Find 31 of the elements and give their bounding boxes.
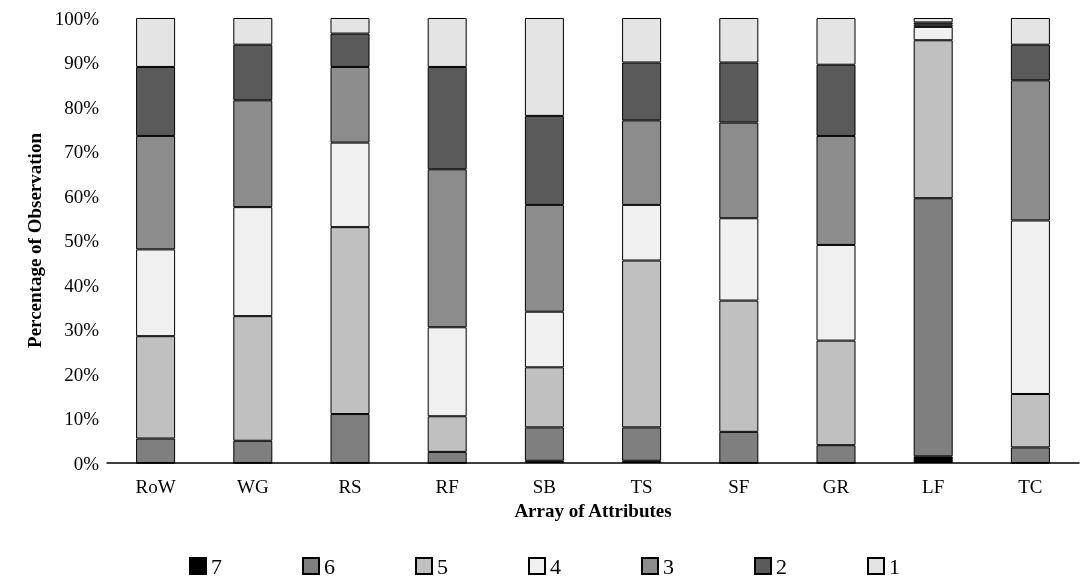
bar [913, 18, 953, 23]
legend-label: 6 [324, 553, 335, 579]
legend-label: 3 [663, 553, 674, 579]
y-tick-label: 50% [64, 230, 100, 251]
y-tick-label: 60% [64, 185, 100, 207]
legend-label: 5 [437, 553, 448, 579]
legend-label: 2 [776, 553, 787, 579]
y-axis-title: Percentage of Observation [23, 132, 45, 348]
x-tick-label: RS [338, 476, 362, 497]
y-tick-label: 80% [64, 96, 100, 118]
x-tick-label: GR [822, 476, 850, 497]
x-tick-label: TC [1018, 476, 1043, 497]
y-tick-label: 90% [64, 52, 100, 73]
y-tick-label: 70% [64, 141, 100, 162]
y-tick-label: 10% [64, 408, 100, 429]
x-axis-title: Array of Attributes [514, 499, 672, 521]
y-tick-label: 0% [73, 452, 100, 474]
x-tick-label: WG [236, 476, 269, 497]
y-tick-label: 30% [64, 319, 100, 340]
x-tick-label: SF [728, 476, 750, 497]
x-tick-label: SB [532, 476, 557, 497]
legend-label: 4 [550, 553, 561, 579]
x-tick-label: RoW [135, 476, 176, 497]
x-tick-label: RF [435, 476, 459, 497]
x-tick-label: TS [630, 476, 653, 497]
legend-label: 7 [211, 553, 222, 579]
x-tick-label: LF [922, 476, 945, 497]
y-tick-label: 100% [54, 7, 100, 29]
y-tick-label: 20% [64, 363, 100, 385]
y-tick-label: 40% [64, 274, 100, 296]
legend-label: 1 [889, 553, 900, 579]
